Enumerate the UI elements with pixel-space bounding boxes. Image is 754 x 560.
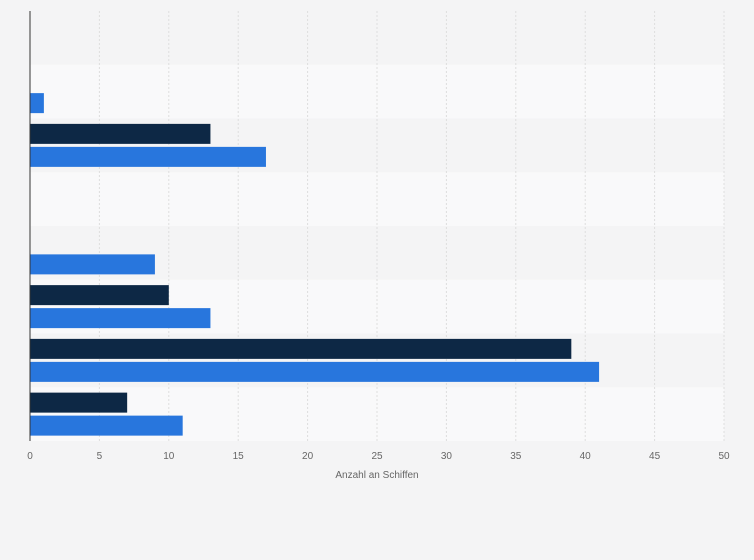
bar-series-2[interactable]	[30, 308, 211, 329]
bar-series-1[interactable]	[30, 285, 169, 306]
bar-series-2[interactable]	[30, 415, 183, 436]
bar-series-2[interactable]	[30, 146, 266, 167]
x-tick-label: 30	[441, 451, 453, 462]
x-tick-label: 10	[163, 451, 175, 462]
x-tick-label: 40	[580, 451, 592, 462]
x-tick-label: 50	[718, 451, 730, 462]
x-tick-label: 15	[233, 451, 245, 462]
bar-series-1[interactable]	[30, 123, 211, 144]
x-tick-label: 35	[510, 451, 522, 462]
bars	[30, 93, 600, 436]
x-axis-ticks: 0 5 10 15 20 25 30 35 40 45 50	[27, 451, 730, 462]
x-tick-label: 5	[97, 451, 103, 462]
x-tick-label: 20	[302, 451, 314, 462]
x-tick-label: 45	[649, 451, 661, 462]
bar-series-1[interactable]	[30, 392, 128, 413]
x-tick-label: 0	[27, 451, 33, 462]
x-tick-label: 25	[371, 451, 383, 462]
x-axis-title: Anzahl an Schiffen	[335, 470, 418, 481]
bar-series-2[interactable]	[30, 254, 155, 275]
bar-series-2[interactable]	[30, 361, 600, 382]
bar-series-2[interactable]	[30, 93, 44, 114]
bar-series-1[interactable]	[30, 338, 572, 359]
